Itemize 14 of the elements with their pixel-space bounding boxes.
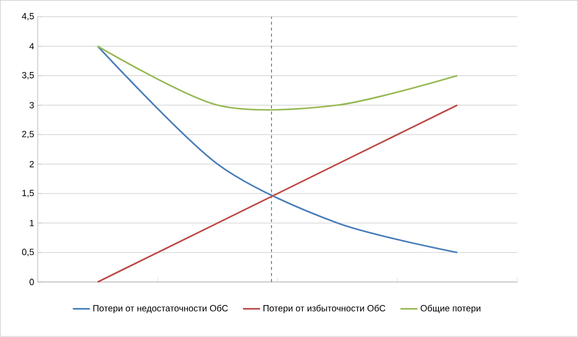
y-tick-label: 0 (30, 278, 34, 286)
y-tick-label: 0,5 (22, 248, 34, 256)
y-tick-label: 2,5 (22, 131, 34, 138)
y-tick-label: 3 (30, 102, 34, 108)
line-series (96, 104, 458, 283)
y-tick-label: 3,5 (22, 72, 34, 80)
y-tick-label: 4 (29, 43, 34, 50)
y-tick-label: 4,5 (22, 13, 34, 20)
y-tick-label: 2 (30, 161, 34, 168)
y-tick-label: 1 (30, 220, 34, 226)
legend-label: Потери от недостаточности ОбС (93, 304, 228, 314)
legend-label: Потери от избыточности ОбС (264, 304, 386, 314)
y-tick-label: 1,5 (22, 190, 34, 198)
legend-label: Общие потери (420, 304, 480, 314)
